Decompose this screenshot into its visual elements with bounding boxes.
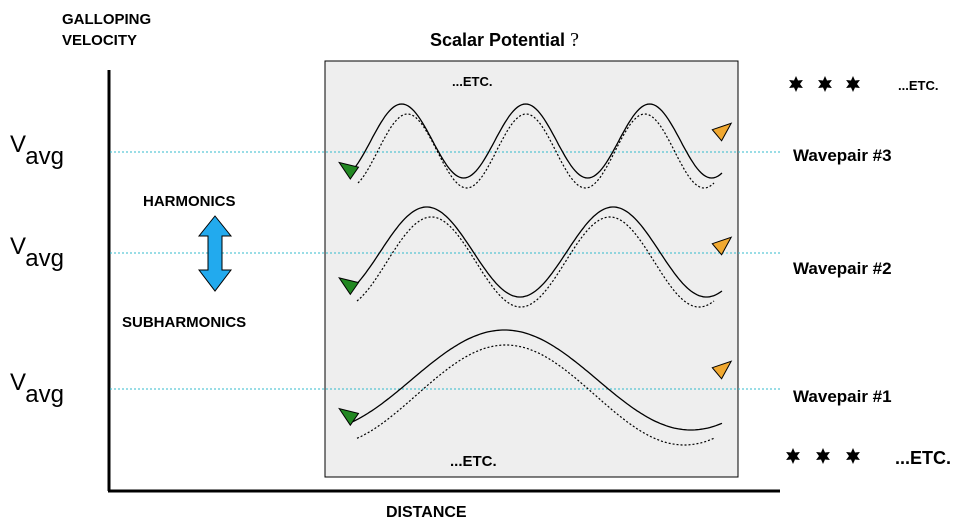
v-avg-label-2: Vavg: [10, 233, 64, 272]
wave-solid-1: [348, 329, 723, 431]
v-avg-2-v: V: [10, 233, 26, 260]
etc-bottom-label: ...ETC.: [450, 453, 497, 470]
start-arrow-3-icon: [338, 161, 360, 180]
star-groups: [786, 76, 860, 464]
star-bottom-3-icon: [846, 448, 860, 464]
star-bottom-1-icon: [786, 448, 800, 464]
wavepair-1-label: Wavepair #1: [793, 387, 892, 406]
start-arrow-1-icon: [338, 407, 360, 427]
v-avg-3-sub: avg: [25, 143, 64, 170]
end-arrow-2-icon: [711, 236, 733, 256]
wave-solid-3: [349, 103, 723, 179]
v-avg-label-1: Vavg: [10, 369, 64, 408]
v-avg-1-sub: avg: [25, 381, 64, 408]
star-top-2-icon: [818, 76, 832, 92]
start-arrow-2-icon: [338, 277, 360, 296]
scalar-potential-panel: [324, 60, 739, 478]
end-arrow-1-icon: [711, 360, 733, 380]
panel-title-text: Scalar Potential: [430, 30, 565, 50]
star-bottom-2-icon: [816, 448, 830, 464]
end-arrow-3-icon: [711, 122, 733, 142]
etc-right-bottom-label: ...ETC.: [895, 448, 951, 468]
v-avg-1-v: V: [10, 369, 26, 396]
star-top-1-icon: [789, 76, 803, 92]
v-avg-2-sub: avg: [25, 245, 64, 272]
wave-solid-2: [348, 206, 723, 298]
y-axis-label-line1: GALLOPING: [62, 11, 151, 28]
etc-top-label: ...ETC.: [452, 74, 492, 89]
wave-curves: [338, 103, 733, 446]
star-top-3-icon: [846, 76, 860, 92]
v-avg-label-3: Vavg: [10, 131, 64, 170]
etc-right-top-label: ...ETC.: [898, 78, 938, 93]
harmonics-updown-arrow-icon: [197, 215, 233, 292]
wavepair-2-label: Wavepair #2: [793, 259, 892, 278]
panel-title-question-mark: ?: [570, 29, 579, 51]
v-avg-3-v: V: [10, 131, 26, 158]
panel-title: Scalar Potential?: [430, 29, 579, 51]
wavepair-3-label: Wavepair #3: [793, 146, 892, 165]
wave-dotted-1: [356, 344, 715, 446]
subharmonics-label: SUBHARMONICS: [122, 314, 246, 331]
harmonics-label: HARMONICS: [143, 193, 236, 210]
y-axis-label-line2: VELOCITY: [62, 32, 137, 49]
x-axis-label: DISTANCE: [386, 504, 467, 521]
